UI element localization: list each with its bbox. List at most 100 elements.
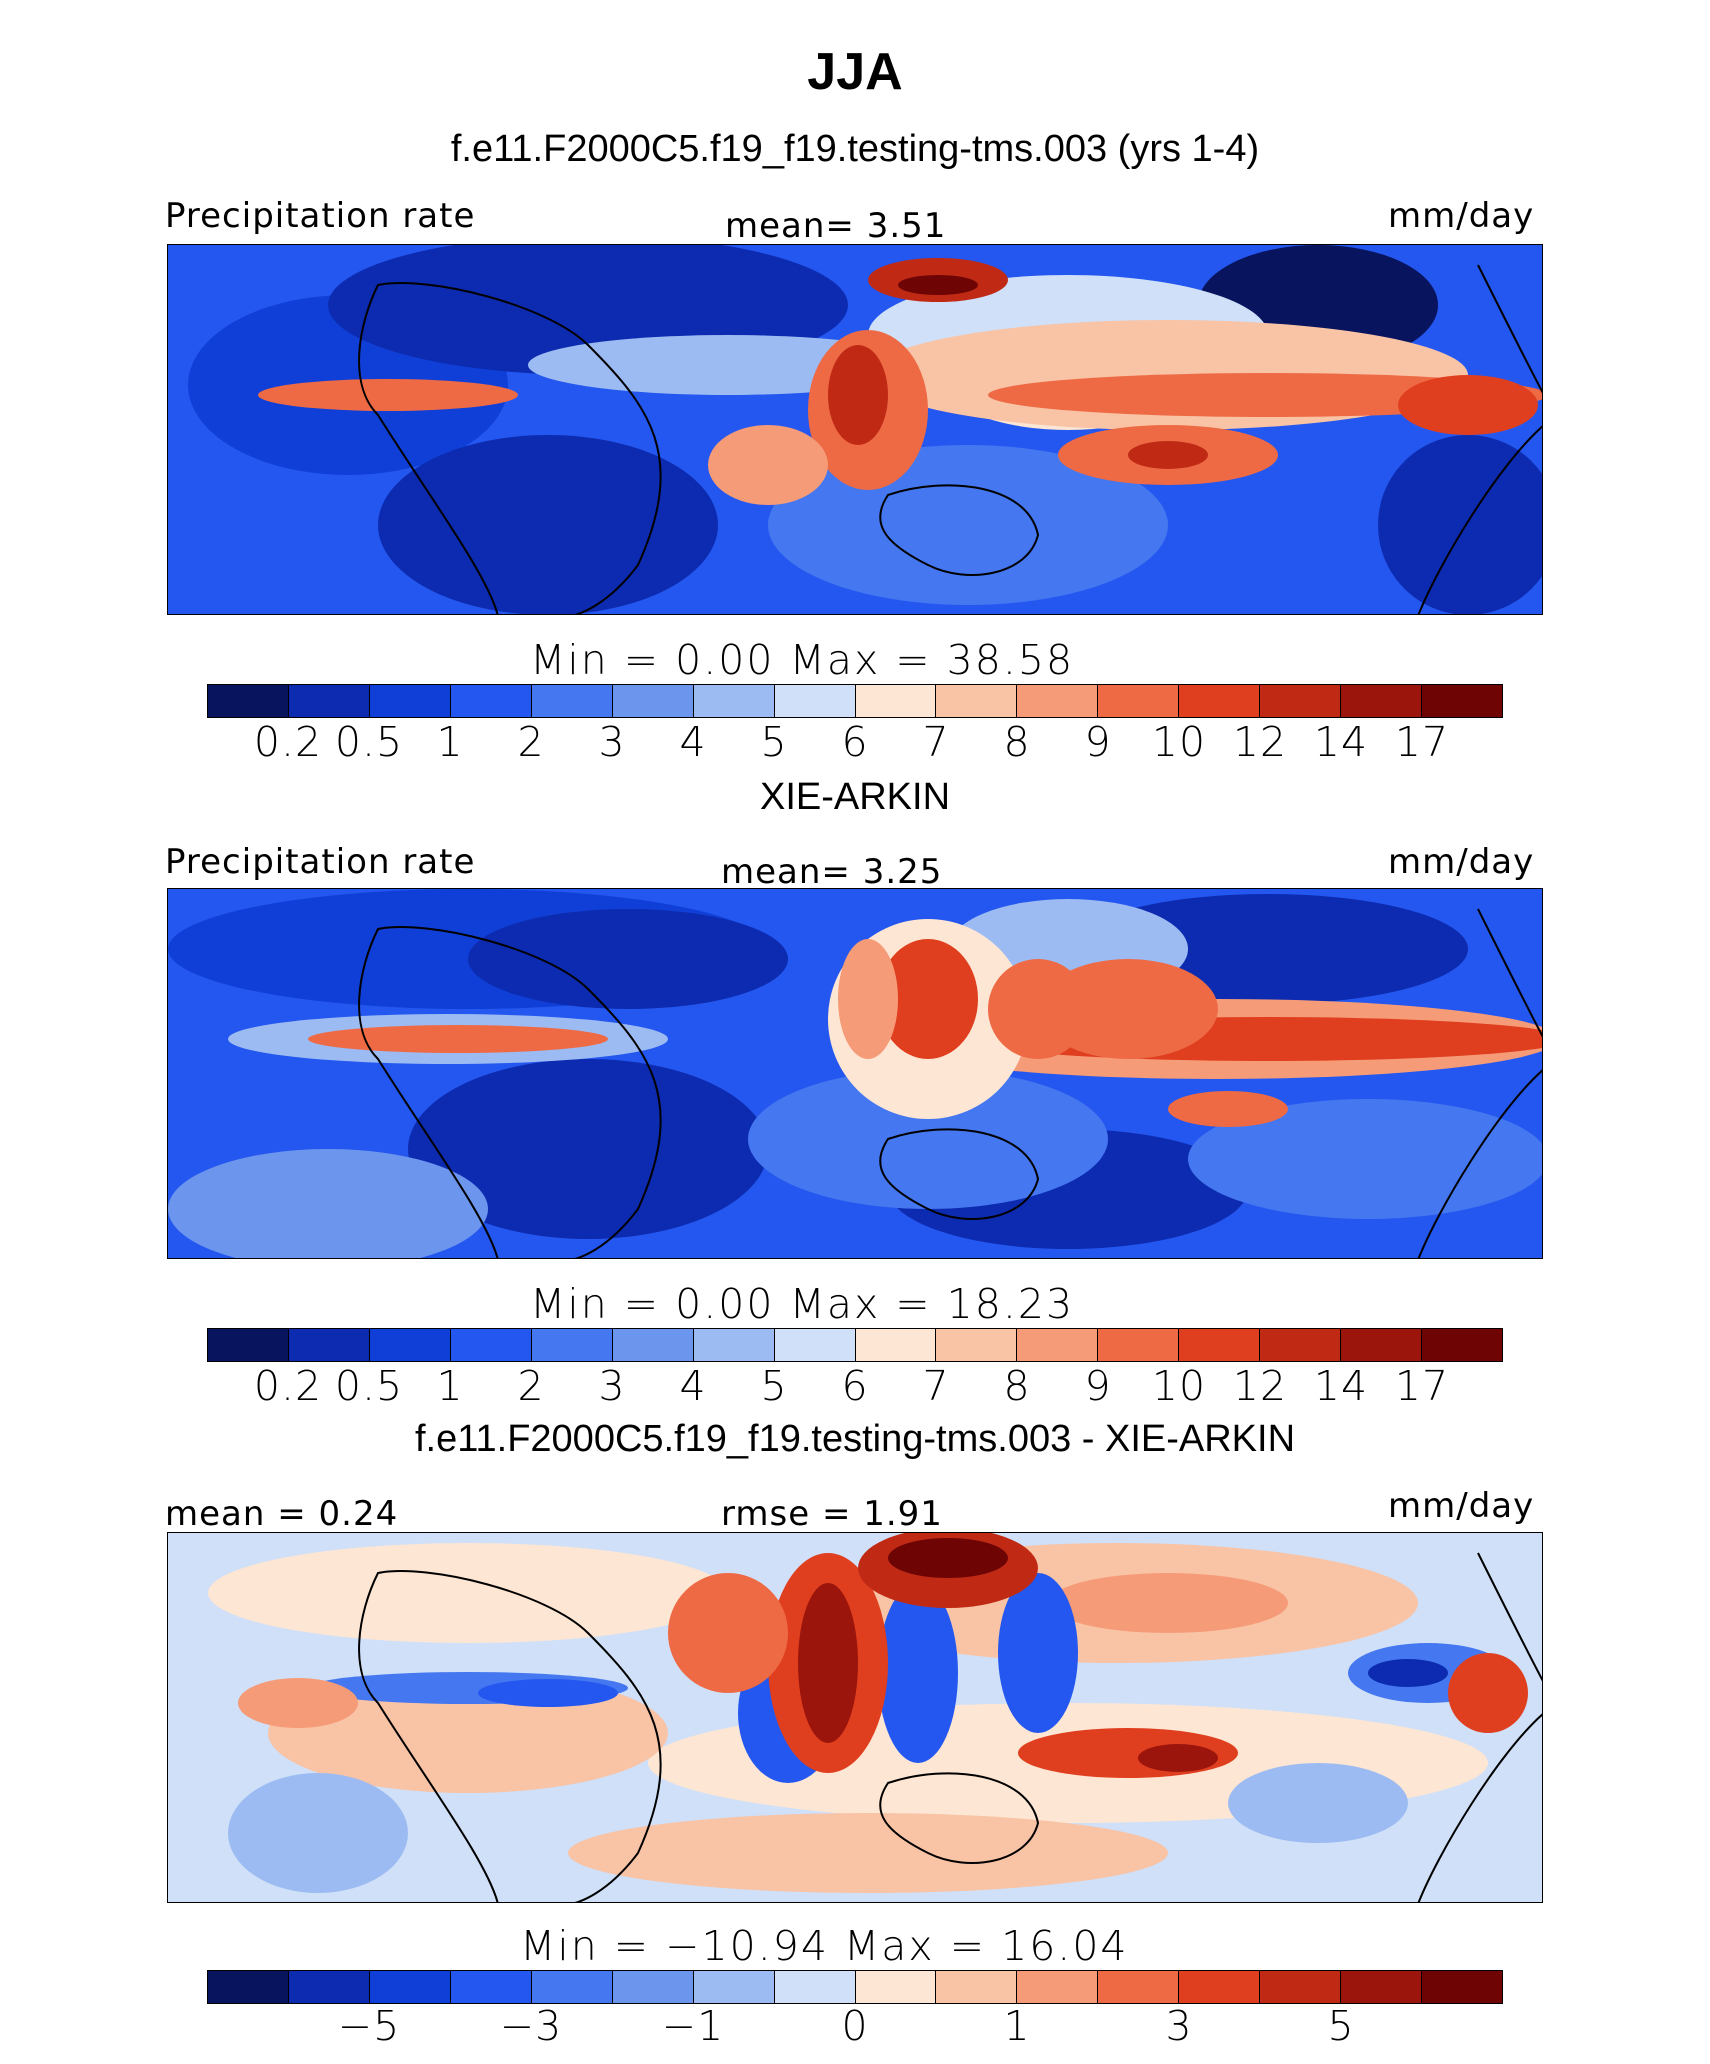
colorbar-tick-label: 7 <box>922 718 950 766</box>
panel-3-mean-label: mean = 0.24 <box>165 1494 399 1534</box>
colorbar-segment <box>1422 685 1502 717</box>
colorbar-tick-label: 12 <box>1232 718 1288 766</box>
colorbar-segment <box>693 1329 775 1361</box>
colorbar-segment <box>1017 1329 1099 1361</box>
figure-title: JJA <box>807 43 903 101</box>
colorbar-segment <box>936 1971 1018 2003</box>
colorbar-tick-label: 5 <box>760 1362 788 1410</box>
colorbar-segment <box>208 1971 289 2003</box>
colorbar-tick-label: 4 <box>679 1362 707 1410</box>
colorbar-segment <box>855 685 937 717</box>
colorbar-segment <box>855 1971 937 2003</box>
panel-3-min-max: Min = −10.94 Max = 16.04 <box>520 1922 1129 1970</box>
colorbar-segment <box>693 1971 775 2003</box>
panel-1-variable-label: Precipitation rate <box>165 196 476 236</box>
colorbar-tick-label: 6 <box>841 718 869 766</box>
panel-3-rmse-label: rmse = 1.91 <box>721 1494 943 1534</box>
panel-2-variable-label: Precipitation rate <box>165 842 476 882</box>
colorbar-segment <box>1098 1329 1180 1361</box>
colorbar-tick-label: 1 <box>1003 2002 1031 2050</box>
colorbar-segment <box>369 1971 451 2003</box>
colorbar-tick-label: 17 <box>1394 1362 1450 1410</box>
colorbar-segment <box>612 685 694 717</box>
colorbar-segment <box>1179 1971 1261 2003</box>
colorbar-tick-label: 9 <box>1084 718 1112 766</box>
colorbar-tick-label: −3 <box>499 2002 563 2050</box>
colorbar-segment <box>369 685 451 717</box>
panel-2-map <box>167 888 1543 1259</box>
colorbar-segment <box>1341 685 1423 717</box>
colorbar-tick-label: 1 <box>436 718 464 766</box>
colorbar-segment <box>612 1971 694 2003</box>
colorbar-tick-label: 4 <box>679 718 707 766</box>
colorbar-segment <box>1098 685 1180 717</box>
colorbar-segment <box>855 1329 937 1361</box>
colorbar-segment <box>1260 685 1342 717</box>
colorbar-segment <box>1422 1329 1502 1361</box>
colorbar-tick-label: 10 <box>1151 718 1207 766</box>
colorbar-segment <box>450 1971 532 2003</box>
colorbar-segment <box>1098 1971 1180 2003</box>
colorbar-tick-label: 3 <box>598 718 626 766</box>
panel-2-mean-label: mean= 3.25 <box>721 852 943 892</box>
colorbar-segment <box>774 685 856 717</box>
colorbar-tick-label: −1 <box>661 2002 725 2050</box>
colorbar-segment <box>1179 1329 1261 1361</box>
colorbar-tick-label: 6 <box>841 1362 869 1410</box>
panel-1-mean-label: mean= 3.51 <box>725 206 947 246</box>
colorbar-tick-label: 8 <box>1003 718 1031 766</box>
colorbar-segment <box>774 1329 856 1361</box>
colorbar-tick-label: 17 <box>1394 718 1450 766</box>
colorbar-tick-label: 12 <box>1232 1362 1288 1410</box>
panel-3-map <box>167 1532 1543 1903</box>
colorbar-segment <box>1179 685 1261 717</box>
colorbar-segment <box>936 685 1018 717</box>
panel-1-colorbar <box>207 684 1503 718</box>
colorbar-tick-label: 10 <box>1151 1362 1207 1410</box>
colorbar-tick-label: 0.2 <box>253 718 323 766</box>
colorbar-tick-label: 8 <box>1003 1362 1031 1410</box>
panel-2-units-label: mm/day <box>1388 842 1535 882</box>
colorbar-tick-label: 7 <box>922 1362 950 1410</box>
colorbar-segment <box>774 1971 856 2003</box>
panel-3-colorbar <box>207 1970 1503 2004</box>
colorbar-segment <box>1260 1329 1342 1361</box>
panel-3-subtitle: f.e11.F2000C5.f19_f19.testing-tms.003 - … <box>414 1418 1296 1460</box>
panel-1-subtitle: f.e11.F2000C5.f19_f19.testing-tms.003 (y… <box>450 128 1260 170</box>
colorbar-segment <box>1422 1971 1502 2003</box>
colorbar-tick-label: 9 <box>1084 1362 1112 1410</box>
colorbar-segment <box>1341 1971 1423 2003</box>
colorbar-tick-label: 2 <box>517 1362 545 1410</box>
colorbar-segment <box>208 1329 289 1361</box>
colorbar-segment <box>208 685 289 717</box>
panel-3-colorbar-ticks: −5 −3 −1 0 1 3 5 <box>207 2002 1503 2052</box>
colorbar-segment <box>531 1971 613 2003</box>
colorbar-segment <box>531 685 613 717</box>
colorbar-segment <box>288 685 370 717</box>
colorbar-segment <box>1017 1971 1099 2003</box>
colorbar-tick-label: 5 <box>1327 2002 1355 2050</box>
colorbar-tick-label: 1 <box>436 1362 464 1410</box>
colorbar-tick-label: 0.5 <box>334 718 404 766</box>
colorbar-tick-label: 3 <box>598 1362 626 1410</box>
colorbar-segment <box>531 1329 613 1361</box>
panel-3-units-label: mm/day <box>1388 1486 1535 1526</box>
panel-2-subtitle: XIE-ARKIN <box>759 776 951 818</box>
colorbar-segment <box>288 1971 370 2003</box>
colorbar-segment <box>1260 1971 1342 2003</box>
colorbar-segment <box>369 1329 451 1361</box>
colorbar-segment <box>1017 685 1099 717</box>
colorbar-tick-label: 0 <box>841 2002 869 2050</box>
colorbar-tick-label: 14 <box>1313 1362 1369 1410</box>
colorbar-tick-label: −5 <box>337 2002 401 2050</box>
colorbar-tick-label: 14 <box>1313 718 1369 766</box>
colorbar-tick-label: 3 <box>1165 2002 1193 2050</box>
panel-1-map <box>167 244 1543 615</box>
panel-2-colorbar-ticks: 0.2 0.5 1 2 3 4 5 6 7 8 9 10 12 14 17 <box>207 1362 1503 1412</box>
colorbar-tick-label: 2 <box>517 718 545 766</box>
colorbar-segment <box>612 1329 694 1361</box>
colorbar-segment <box>450 1329 532 1361</box>
colorbar-segment <box>450 685 532 717</box>
colorbar-tick-label: 0.5 <box>334 1362 404 1410</box>
colorbar-segment <box>693 685 775 717</box>
